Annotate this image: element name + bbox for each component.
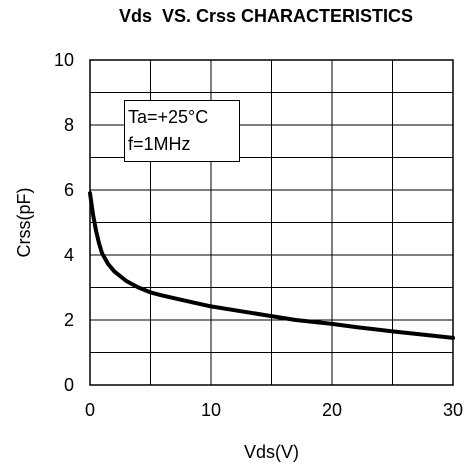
annotation-frequency: f=1MHz (128, 134, 191, 154)
y-tick-label: 6 (64, 180, 74, 200)
tick-labels: 0 10 20 30 0 2 4 6 8 10 (54, 50, 463, 420)
crss-curve (88, 191, 455, 340)
x-axis-label: Vds(V) (244, 442, 299, 462)
y-tick-label: 0 (64, 375, 74, 395)
x-tick-label: 20 (322, 400, 342, 420)
plot-frame (89, 59, 454, 386)
x-tick-label: 30 (443, 400, 463, 420)
grid-lines (90, 60, 453, 385)
conditions-box: Ta=+25°C f=1MHz (124, 100, 240, 162)
y-tick-label: 8 (64, 115, 74, 135)
y-tick-label: 4 (64, 245, 74, 265)
annotation-temperature: Ta=+25°C (128, 107, 209, 127)
y-axis-label: Crss(pF) (14, 188, 34, 258)
chart-title: Vds VS. Crss CHARACTERISTICS (118, 6, 414, 26)
x-tick-label: 10 (201, 400, 221, 420)
x-tick-label: 0 (85, 400, 95, 420)
y-tick-label: 10 (54, 50, 74, 70)
y-tick-label: 2 (64, 310, 74, 330)
